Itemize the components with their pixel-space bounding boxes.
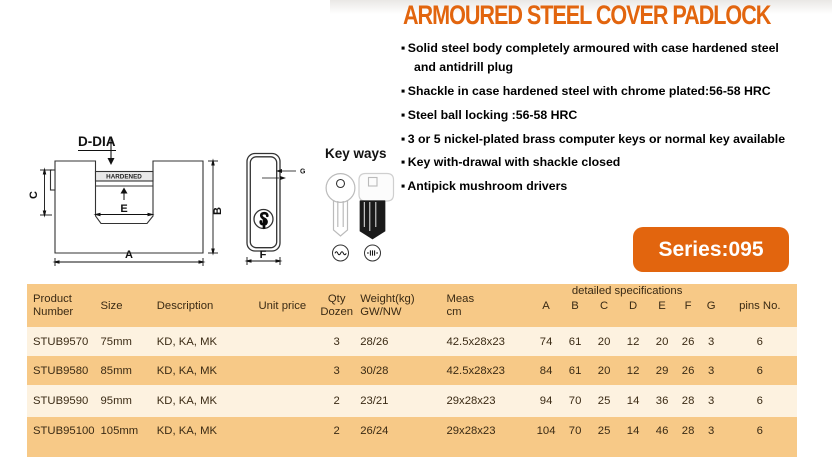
svg-text:C: C: [28, 191, 40, 199]
svg-text:A: A: [125, 249, 133, 261]
svg-text:E: E: [120, 203, 127, 215]
svg-text:B: B: [212, 207, 224, 215]
svg-text:G: G: [300, 169, 306, 176]
svg-text:F: F: [260, 249, 267, 261]
svg-text:HARDENED: HARDENED: [106, 174, 142, 181]
